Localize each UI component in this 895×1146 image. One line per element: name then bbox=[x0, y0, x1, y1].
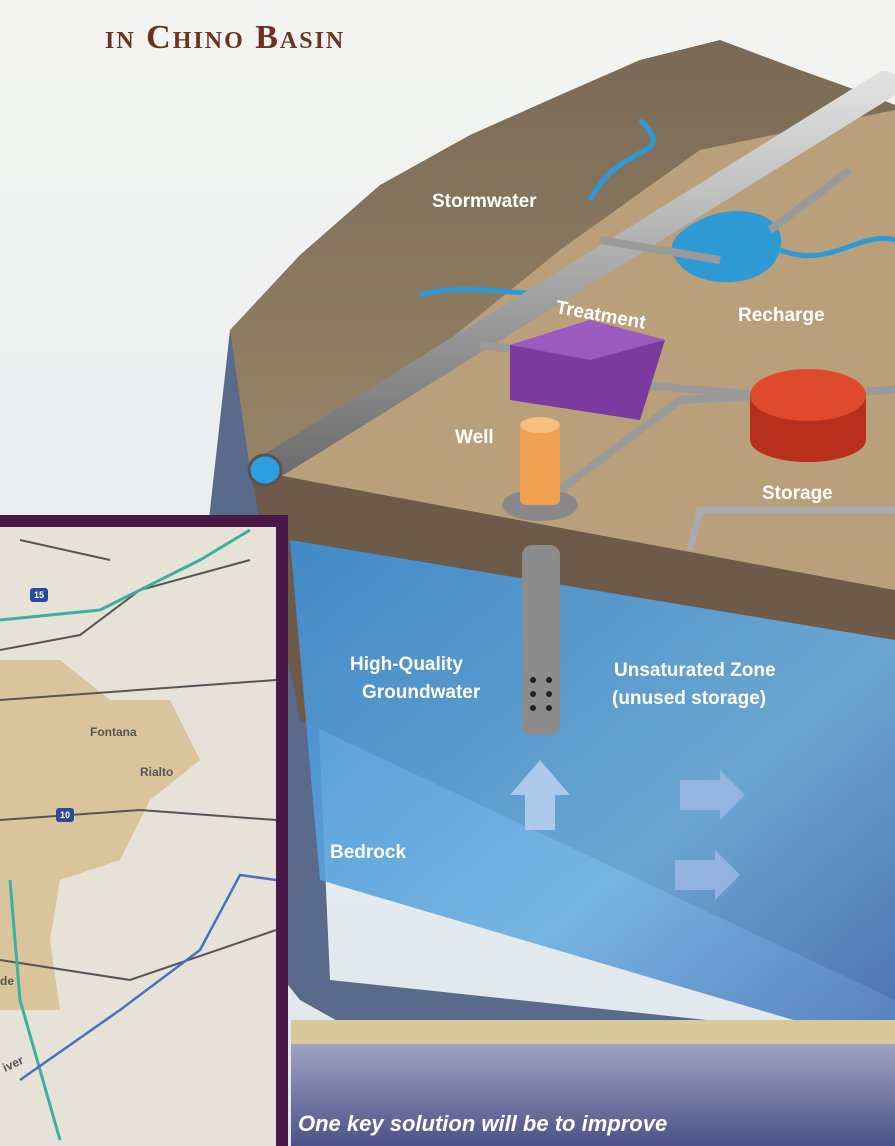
well-screen bbox=[530, 677, 552, 711]
well-casing bbox=[522, 545, 560, 735]
map-inset: 15 10 Fontana Rialto de iver bbox=[0, 515, 288, 1146]
route-label: 10 bbox=[60, 810, 70, 820]
label-well: Well bbox=[455, 427, 494, 448]
route-label: 15 bbox=[34, 590, 44, 600]
flow-arrow bbox=[510, 760, 570, 830]
groundwater bbox=[290, 540, 895, 1050]
flow-arrow bbox=[680, 770, 745, 820]
label-groundwater: Groundwater bbox=[362, 682, 481, 703]
map-place: Rialto bbox=[140, 765, 173, 779]
map-roads bbox=[0, 539, 277, 982]
map-highway bbox=[0, 528, 251, 1141]
flow-arrow bbox=[675, 850, 740, 900]
map-region bbox=[0, 660, 200, 1010]
label-bedrock: Bedrock bbox=[330, 842, 406, 863]
label-recharge: Recharge bbox=[738, 305, 825, 326]
well-column bbox=[520, 425, 560, 505]
well-top bbox=[520, 417, 560, 433]
pipe-end bbox=[247, 453, 283, 487]
caption-box bbox=[291, 1044, 895, 1146]
recharge-pond bbox=[671, 211, 782, 283]
label-storage: Storage bbox=[762, 483, 833, 504]
label-unsaturated: Unsaturated Zone bbox=[614, 660, 776, 681]
side-pipes bbox=[686, 506, 895, 551]
label-groundwater: High-Quality bbox=[350, 654, 463, 675]
route-shield bbox=[56, 808, 74, 822]
route-shield bbox=[30, 588, 48, 602]
caption-band bbox=[291, 1020, 895, 1044]
title: in Chino Basin bbox=[105, 19, 345, 56]
storage-top bbox=[750, 369, 866, 421]
caption: One key solution will be to improve bbox=[298, 1111, 667, 1136]
map-place: Fontana bbox=[90, 725, 137, 739]
map-river bbox=[19, 873, 277, 1082]
side-pipes bbox=[479, 166, 895, 494]
label-unsaturated: (unused storage) bbox=[612, 688, 766, 709]
main-pipe bbox=[251, 71, 895, 484]
map-place: de bbox=[0, 974, 14, 988]
label-stormwater: Stormwater bbox=[432, 191, 537, 212]
treatment-roof bbox=[510, 320, 665, 360]
